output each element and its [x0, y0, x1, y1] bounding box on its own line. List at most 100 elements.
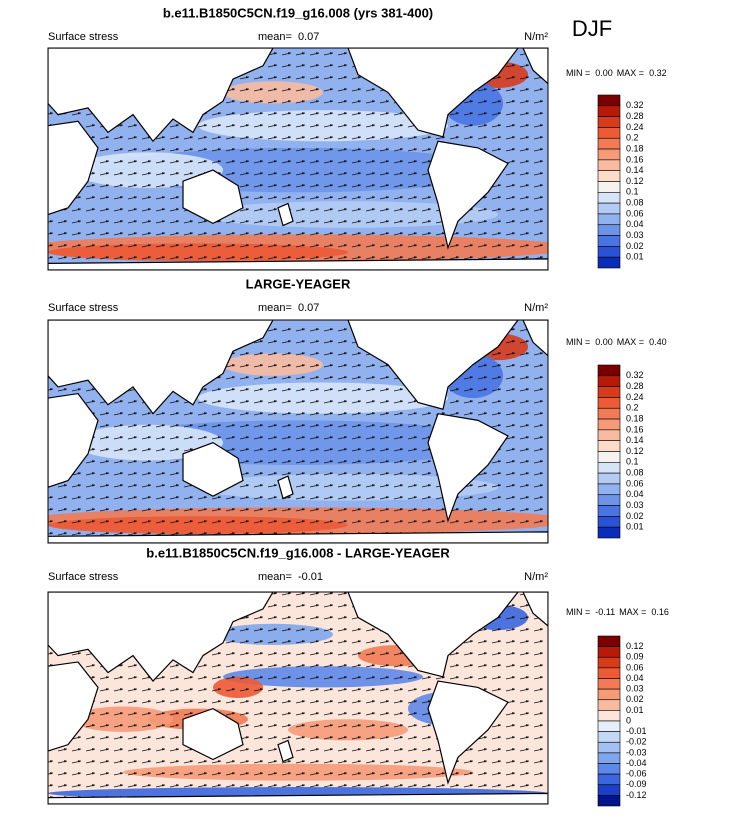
- colorbar-label: 0.04: [626, 489, 644, 499]
- land: [48, 120, 99, 216]
- colorbar-swatch: [597, 148, 621, 161]
- land: [48, 592, 274, 682]
- colorbar-swatch: [597, 213, 621, 226]
- land: [427, 680, 509, 785]
- colorbar-label: 0.16: [626, 424, 644, 434]
- colorbar-swatch: [597, 246, 621, 258]
- colorbar-swatch: [597, 418, 621, 431]
- colorbar-swatch: [597, 646, 621, 658]
- max-label: MAX =: [617, 337, 644, 347]
- colorbar-label: 0.06: [626, 662, 644, 672]
- colorbar-label: 0.2: [626, 403, 639, 413]
- map: [48, 592, 548, 804]
- land: [182, 707, 244, 761]
- colorbar-label: 0.12: [626, 446, 644, 456]
- colorbar-label: 0.2: [626, 133, 639, 143]
- mean-value: 0.07: [298, 302, 319, 314]
- land: [522, 48, 548, 85]
- colorbar-swatch: [597, 127, 621, 139]
- max-value: 0.32: [649, 68, 667, 78]
- colorbar-swatch: [597, 526, 621, 539]
- colorbar-label: -0.01: [626, 726, 647, 736]
- colorbar-label: -0.03: [626, 747, 647, 757]
- colorbar-label: 0.08: [626, 468, 644, 478]
- colorbar-swatch: [597, 386, 621, 398]
- map-frame: [47, 591, 549, 805]
- land: [277, 739, 294, 763]
- map-frame: [47, 47, 549, 271]
- min-value: -0.11: [595, 607, 615, 617]
- colorbar-swatch: [597, 202, 621, 215]
- land: [522, 592, 548, 627]
- colorbar-swatch: [597, 494, 621, 506]
- colorbar-label: 0.18: [626, 143, 644, 153]
- colorbar-swatch: [597, 397, 621, 409]
- colorbar-swatch: [597, 678, 621, 690]
- colorbar-swatch: [597, 741, 621, 754]
- colorbar-label: 0.01: [626, 705, 644, 715]
- land: [48, 531, 548, 543]
- colorbar-swatch: [597, 159, 621, 171]
- colorbar-swatch: [597, 731, 621, 743]
- colorbar-label: 0.08: [626, 198, 644, 208]
- max-label: MAX =: [617, 68, 644, 78]
- land: [182, 441, 244, 497]
- season-label: DJF: [572, 16, 612, 41]
- land: [48, 661, 99, 752]
- colorbar-label: 0.06: [626, 208, 644, 218]
- colorbar-label: -0.06: [626, 769, 647, 779]
- colorbar-swatch: [597, 440, 621, 452]
- colorbar-label: 0.02: [626, 694, 644, 704]
- colorbar-swatch: [597, 483, 621, 496]
- colorbar-label: -0.02: [626, 737, 647, 747]
- mean-label: mean=: [258, 31, 292, 43]
- colorbar-swatch: [597, 752, 621, 764]
- colorbar-swatch: [597, 116, 621, 128]
- land: [427, 140, 509, 250]
- colorbar-swatch: [597, 635, 621, 647]
- land: [277, 475, 294, 500]
- land: [48, 48, 274, 143]
- land: [347, 48, 519, 138]
- map: [48, 48, 548, 270]
- colorbar-label: 0.18: [626, 413, 644, 423]
- colorbar-swatch: [597, 462, 621, 474]
- panel: LARGE-YEAGER Surface stress mean= 0.07 N/m² M…: [47, 276, 667, 544]
- field-label: Surface stress: [48, 302, 119, 314]
- colorbar-label: 0.02: [626, 511, 644, 521]
- max-value: 0.16: [651, 607, 669, 617]
- mean-label: mean=: [258, 302, 292, 314]
- land: [277, 202, 294, 227]
- min-value: 0.00: [595, 337, 613, 347]
- field-label: Surface stress: [48, 571, 119, 583]
- colorbar-swatch: [597, 773, 621, 786]
- colorbar-label: 0: [626, 715, 631, 725]
- map: [48, 320, 548, 543]
- land: [48, 258, 548, 270]
- colorbar-swatch: [597, 472, 621, 485]
- units: N/m²: [524, 571, 548, 583]
- colorbar-label: -0.04: [626, 758, 647, 768]
- colorbar-swatch: [597, 105, 621, 117]
- colorbar-swatch: [597, 364, 621, 377]
- colorbar-swatch: [597, 720, 621, 732]
- colorbar-label: 0.16: [626, 154, 644, 164]
- units: N/m²: [524, 302, 548, 314]
- colorbar-swatch: [597, 192, 621, 204]
- field-label: Surface stress: [48, 31, 119, 43]
- panel-title: b.e11.B1850C5CN.f19_g16.008 - LARGE-YEAG…: [146, 545, 450, 560]
- colorbar-label: 0.01: [626, 522, 644, 532]
- colorbar-label: 0.03: [626, 230, 644, 240]
- colorbar-label: 0.12: [626, 641, 644, 651]
- land: [48, 392, 99, 488]
- land: [48, 792, 548, 804]
- colorbar-swatch: [597, 256, 621, 269]
- colorbar-swatch: [597, 795, 621, 807]
- mean-text: mean= -0.01: [258, 571, 323, 583]
- land: [427, 412, 509, 523]
- colorbar-swatch: [597, 656, 621, 669]
- min-label: MIN =: [566, 68, 590, 78]
- max-label: MAX =: [619, 607, 646, 617]
- min-max: MIN = 0.00 MAX = 0.40: [566, 337, 667, 347]
- mean-text: mean= 0.07: [258, 31, 319, 43]
